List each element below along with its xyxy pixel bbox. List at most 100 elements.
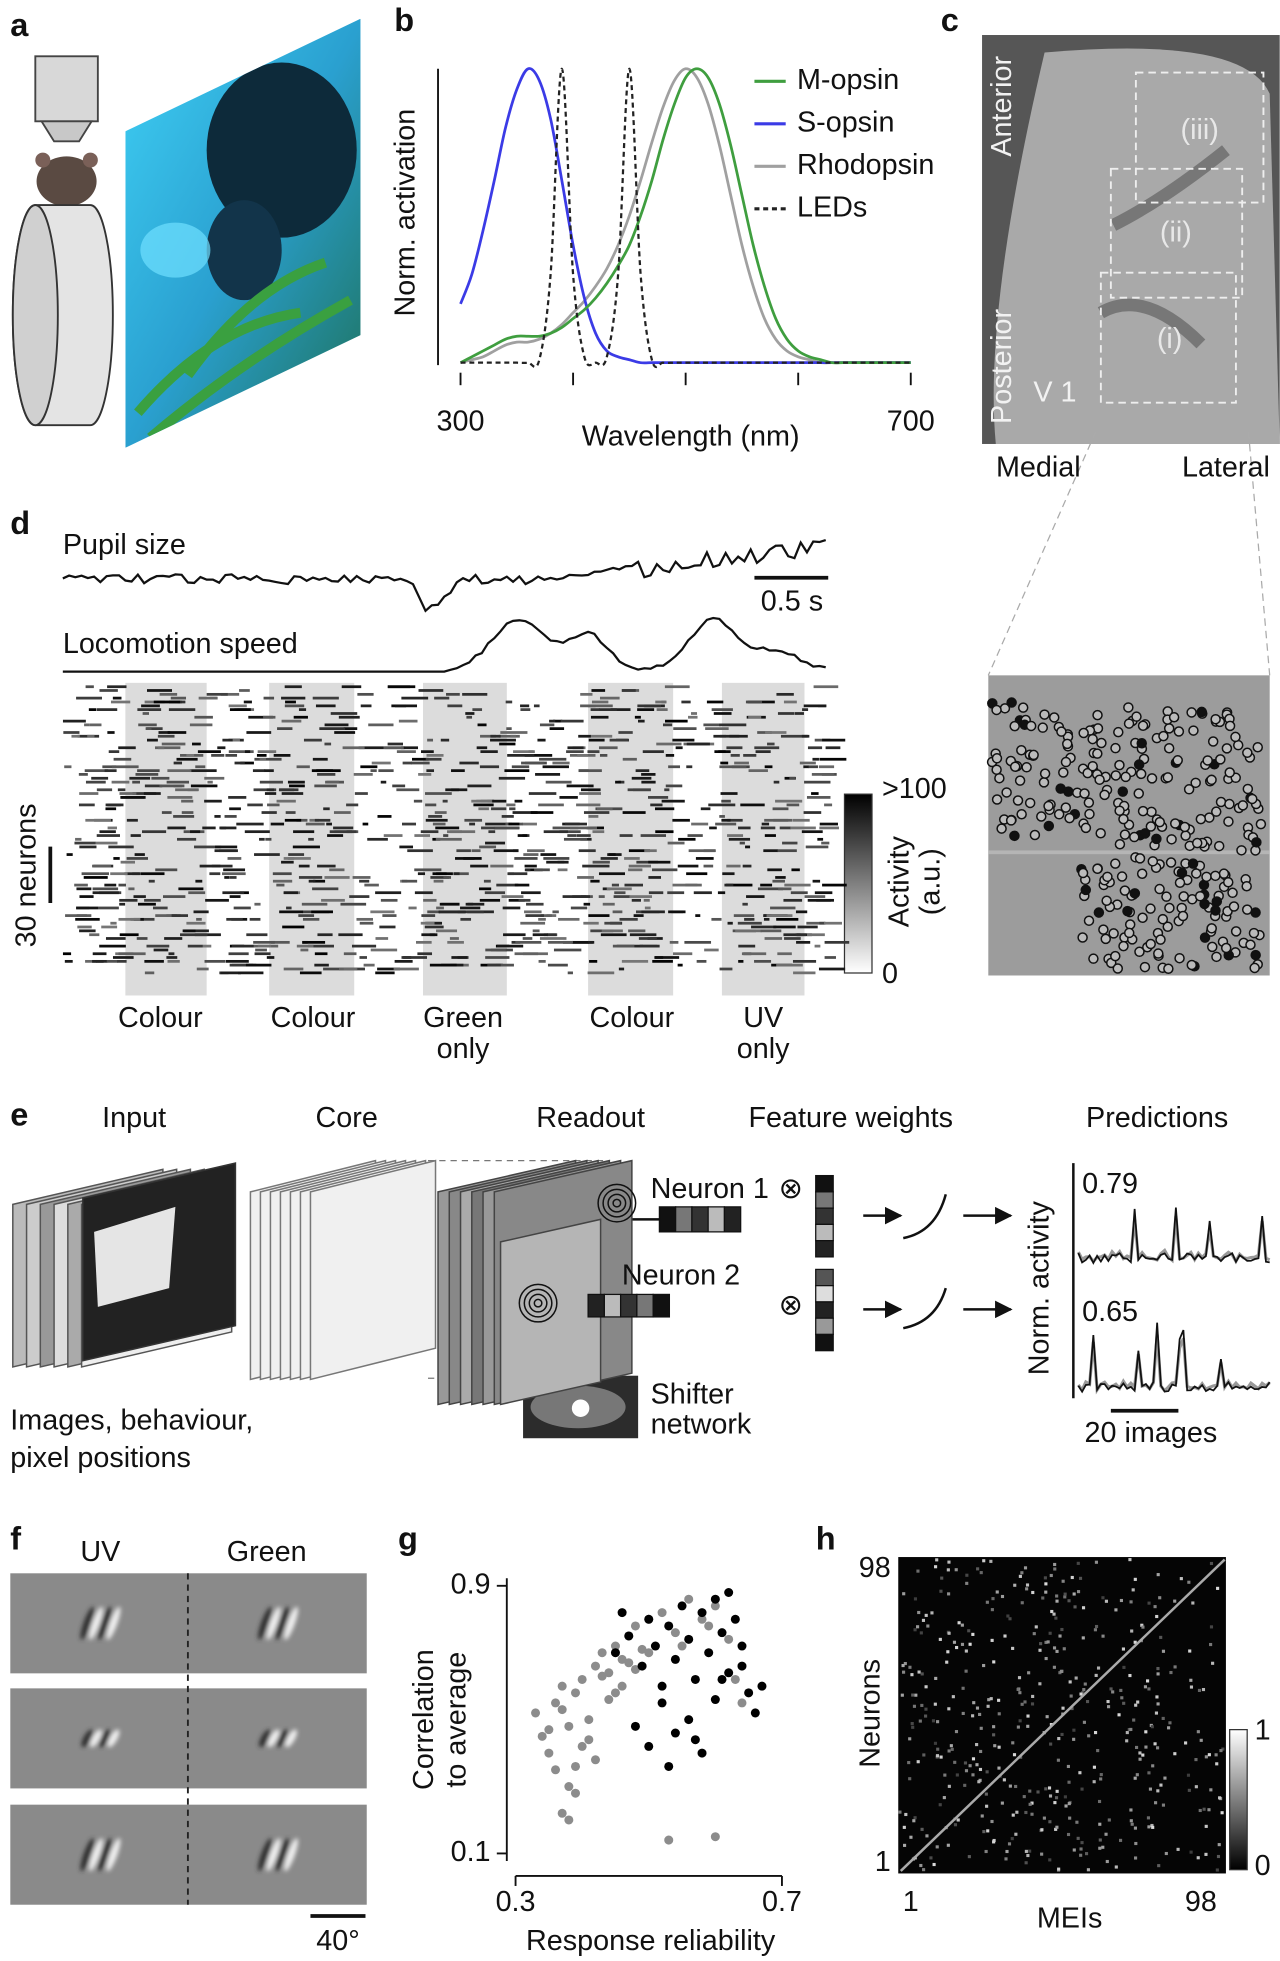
matrix-cell [1014,1832,1018,1836]
receptive-field [597,1183,637,1223]
mei-blob [81,1729,120,1748]
neuron-roi [1060,802,1072,813]
raster-event [192,742,201,746]
matrix-cell [1122,1701,1126,1705]
raster-event [490,734,501,738]
raster-event [266,788,275,792]
x-tick-label: 0.7 [762,1886,802,1918]
matrix-cell [1030,1812,1034,1816]
matrix-cell [1099,1773,1103,1777]
locomotion-trace [62,616,826,673]
neuron-roi [1210,905,1221,916]
neuron-roi [1110,742,1121,754]
raster-event [521,891,541,895]
raster-event [465,902,485,906]
raster-event [672,738,695,742]
matrix-cell [1117,1713,1121,1717]
matrix-cell [926,1624,930,1628]
raster-event [514,883,530,887]
raster-event [293,715,308,719]
raster-event [471,849,481,853]
mei-stripe [89,1606,103,1640]
raster-event [92,891,119,895]
raster-event [371,761,391,765]
raster-event [257,750,277,754]
raster-event [703,864,714,868]
raster-event [427,910,441,914]
scatter-point [657,1681,667,1691]
matrix-cell [1214,1753,1218,1757]
raster-event [796,940,811,944]
raster-event [128,887,135,891]
raster-event [611,883,619,887]
matrix-cell [1038,1648,1042,1652]
raster-event [358,746,384,750]
neuron-roi [1190,777,1201,789]
neuron-roi [1154,883,1165,895]
raster-event [378,769,394,773]
raster-event [164,937,183,940]
matrix-cell [1020,1702,1024,1706]
neuron-roi [1173,726,1185,737]
matrix-cell [1143,1685,1148,1689]
raster-event [209,872,221,876]
matrix-cell [903,1843,907,1847]
neuron-roi [1211,951,1222,963]
weight-cell [815,1207,834,1225]
matrix-cell [1018,1719,1022,1723]
matrix-cell [995,1590,999,1594]
neuron-roi [1016,745,1027,756]
raster-event [648,891,664,895]
matrix-cell [1046,1640,1050,1644]
raster-event [578,849,596,853]
matrix-cell [971,1632,975,1636]
raster-event [420,830,439,834]
scatter-point [617,1608,627,1618]
raster-event [117,788,126,792]
raster-event [520,708,531,711]
raster-event [436,929,458,933]
raster-event [323,807,330,811]
matrix-cell [1000,1801,1004,1805]
matrix-cell [1048,1794,1053,1798]
raster-event [590,879,600,883]
raster-event [543,857,570,860]
raster-event [684,940,712,944]
raster-event [491,807,507,811]
raster-event [292,845,320,849]
neuron-roi [1131,711,1142,722]
scatter-point [657,1608,667,1618]
neuron-roi [1077,867,1089,879]
raster-event [253,788,277,792]
raster-event [779,826,791,830]
neuron-roi [1043,820,1055,832]
raster-event [637,708,655,711]
raster-event [229,876,237,879]
matrix-cell [1094,1624,1099,1629]
raster-event [618,967,625,971]
raster-event [298,876,323,879]
colorbar-label: >100 [882,773,947,805]
raster-event [263,715,276,719]
raster-event [305,822,325,826]
neuron-roi [1096,737,1107,749]
matrix-cell [1057,1867,1061,1871]
matrix-cell [1096,1666,1101,1670]
matrix-cell [1008,1617,1012,1621]
raster-event [789,776,796,780]
scatter-point [564,1721,574,1731]
raster-event [413,799,423,803]
matrix-cell [1047,1786,1052,1790]
raster-event [635,769,650,773]
legend-label: S-opsin [797,106,894,138]
raster-event [360,704,372,708]
matrix-cell [978,1767,983,1772]
raster-event [721,818,731,822]
raster-event [480,734,496,738]
matrix-cell [997,1745,1001,1749]
raster-event [822,883,847,887]
matrix-cell [902,1670,906,1674]
raster-event [338,715,360,719]
raster-event [359,956,367,959]
raster-event [113,857,120,860]
